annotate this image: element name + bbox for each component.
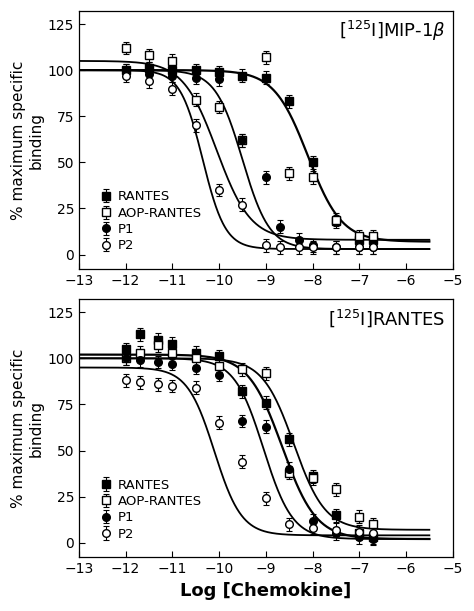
Legend: RANTES, AOP-RANTES, P1, P2: RANTES, AOP-RANTES, P1, P2 (100, 478, 202, 541)
Legend: RANTES, AOP-RANTES, P1, P2: RANTES, AOP-RANTES, P1, P2 (100, 191, 202, 252)
X-axis label: Log [Chemokine]: Log [Chemokine] (180, 582, 351, 600)
Y-axis label: % maximum specific
binding: % maximum specific binding (11, 349, 44, 508)
Text: [$^{125}$I]RANTES: [$^{125}$I]RANTES (328, 307, 445, 329)
Y-axis label: % maximum specific
binding: % maximum specific binding (11, 60, 44, 220)
Text: [$^{125}$I]MIP-1$\beta$: [$^{125}$I]MIP-1$\beta$ (338, 19, 445, 43)
